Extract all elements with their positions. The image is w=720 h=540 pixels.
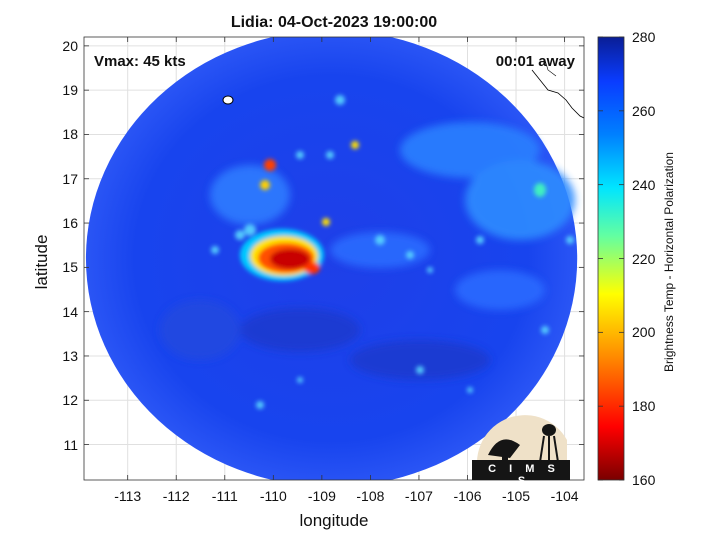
x-tick-label: -104 [550, 488, 579, 504]
x-tick-label: -107 [404, 488, 433, 504]
y-tick-label: 12 [62, 392, 78, 409]
y-tick-label: 14 [62, 303, 78, 320]
x-axis-label: longitude [299, 511, 369, 530]
plot-frame [83, 36, 585, 481]
x-tick-label: -113 [114, 488, 142, 504]
colorbar-tick-label: 280 [632, 29, 656, 45]
island [222, 95, 234, 105]
logo-tower-tank-icon [542, 424, 556, 436]
x-tick-label: -109 [307, 488, 336, 504]
colorbar-tick-label: 220 [632, 250, 656, 267]
time-away-label: 00:01 away [495, 53, 575, 70]
storm-core [240, 141, 546, 281]
colorbar-tick-label: 260 [632, 102, 656, 119]
y-tick-label: 17 [62, 170, 78, 187]
x-tick-label: -112 [162, 488, 190, 504]
y-tick-label: 11 [63, 436, 78, 453]
swath-disc [86, 37, 578, 480]
y-tick-label: 15 [62, 259, 78, 276]
cimss-logo [472, 415, 570, 480]
colorbar-tick-label: 240 [632, 176, 656, 193]
x-tick-label: -108 [356, 488, 385, 504]
logo-text: C I M S S [488, 463, 560, 487]
x-tick-label: -111 [211, 488, 238, 504]
y-tick-label: 18 [62, 126, 78, 143]
y-tick-label: 16 [62, 215, 78, 232]
colorbar-label: Brightness Temp - Horizontal Polarizatio… [662, 152, 676, 372]
coastline-inland [544, 59, 557, 77]
y-tick-label: 13 [62, 347, 78, 364]
colorbar-tick-label: 160 [632, 472, 656, 488]
x-tick-label: -110 [259, 488, 287, 504]
y-tick-label: 20 [62, 37, 78, 54]
colorbar-tick-label: 180 [632, 398, 656, 415]
coastline [531, 69, 584, 119]
satellite-swath [86, 37, 578, 480]
logo-dish-icon [488, 439, 520, 458]
logo-dish-stand [502, 450, 508, 462]
logo-tower-legs [539, 435, 559, 463]
y-tick-label: 19 [62, 82, 78, 99]
logo-ground [472, 460, 570, 480]
vmax-label: Vmax: 45 kts [94, 53, 186, 70]
axis-ticks [84, 37, 584, 480]
colorbar-ticks [598, 36, 624, 481]
x-tick-label: -105 [502, 488, 531, 504]
chart-title: Lidia: 04-Oct-2023 19:00:00 [230, 14, 438, 31]
colorbar-tick-label: 200 [632, 324, 656, 341]
x-tick-label: -106 [453, 488, 482, 504]
